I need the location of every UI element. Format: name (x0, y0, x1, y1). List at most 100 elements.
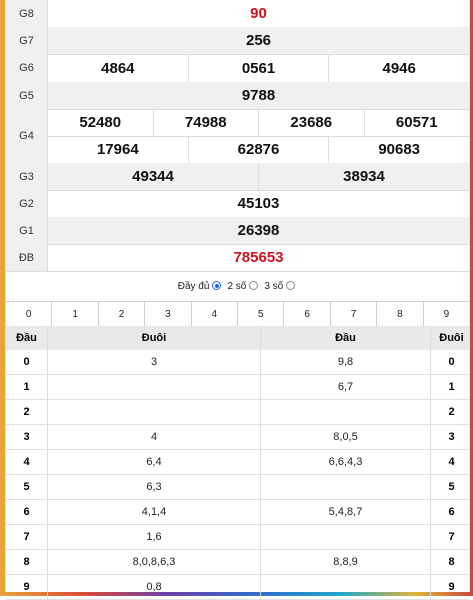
prize-number: 26398 (237, 222, 280, 239)
prize-number-line: 17964 62876 90683 (48, 135, 469, 163)
prize-number: 17964 (96, 141, 139, 159)
digit-filter-9[interactable]: 9 (422, 302, 469, 326)
digit-filter-2[interactable]: 2 (97, 302, 144, 326)
prize-number: 256 (245, 32, 272, 49)
header-duoi-right: Đuôi (430, 326, 472, 350)
row-duoi-right: 1 (430, 375, 472, 399)
prize-label: G2 (6, 190, 48, 217)
loto-row: 4 6,4 6,6,4,3 4 (6, 450, 469, 475)
prize-row: G8 90 (6, 0, 469, 28)
prize-row: G3 49344 38934 (6, 163, 469, 191)
digit-filter-1[interactable]: 1 (51, 302, 97, 326)
prize-number: 4864 (101, 59, 135, 77)
row-duoi-right: 2 (430, 400, 472, 424)
row-dau-left: 0 (23, 356, 30, 368)
row-dau-left: 3 (23, 431, 30, 443)
loto-row: 9 0,8 9 (6, 575, 469, 600)
option-three-digit-label: 3 số (264, 280, 284, 292)
digit-filter-4[interactable]: 4 (190, 302, 237, 326)
loto-rows: 0 3 9,8 0 1 6,7 1 2 2 3 4 8,0,5 3 4 6,4 6,6,4,3 4 5 6,3 5 6 4… (6, 350, 469, 600)
row-dau-left: 6 (23, 506, 30, 518)
row-dau-values: 5,4,8,7 (260, 500, 430, 524)
prize-number-line: 49344 38934 (48, 163, 469, 190)
digit-filter-0[interactable]: 0 (25, 308, 32, 320)
prize-number-line: 9788 (48, 82, 469, 109)
row-dau-values: 6,7 (260, 375, 430, 399)
row-duoi-values: 8,0,8,6,3 (47, 550, 260, 574)
prize-row: G7 256 (6, 27, 469, 55)
prize-number: 62876 (187, 136, 329, 163)
loto-row: 0 3 9,8 0 (6, 350, 469, 375)
prize-number: 9788 (241, 87, 276, 104)
prize-numbers: 90 (48, 0, 469, 27)
prize-numbers: 49344 38934 (48, 163, 469, 190)
prize-row: G4 52480 74988 23686 60571 17964 62876 90683 (6, 109, 469, 164)
row-duoi-right: 5 (430, 475, 472, 499)
prize-numbers: 4864 0561 4946 (48, 54, 469, 82)
prize-numbers: 256 (48, 27, 469, 54)
prize-number: 60571 (363, 109, 470, 136)
prize-number-line: 785653 (48, 244, 469, 271)
prize-numbers: 9788 (48, 82, 469, 109)
prize-number: 90 (250, 5, 267, 22)
row-duoi-right: 0 (430, 350, 472, 374)
header-dau-right: Đầu (260, 326, 430, 350)
radio-icon[interactable] (249, 281, 259, 291)
prize-label: G5 (6, 82, 48, 109)
loto-row: 6 4,1,4 5,4,8,7 6 (6, 500, 469, 525)
prize-row: G5 9788 (6, 82, 469, 110)
digit-filter-8[interactable]: 8 (376, 302, 422, 326)
row-dau-values: 6,6,4,3 (260, 450, 430, 474)
row-dau-left: 7 (23, 531, 30, 543)
prize-number: 0561 (187, 54, 329, 82)
row-dau-left: 2 (23, 406, 30, 418)
option-two-digit[interactable]: 2 số (227, 281, 260, 292)
prize-number: 4946 (328, 54, 469, 82)
prize-label: ĐB (6, 244, 48, 271)
loto-row: 8 8,0,8,6,3 8,8,9 8 (6, 550, 469, 575)
header-dau-left: Đầu (16, 332, 37, 344)
prize-row: G2 45103 (6, 190, 469, 218)
row-duoi-values: 6,4 (47, 450, 260, 474)
prize-number-line: 45103 (48, 190, 469, 217)
prize-label: G3 (6, 163, 48, 190)
loto-table: Đầu Đuôi Đầu Đuôi 0 3 9,8 0 1 6,7 1 2 2 3 4 8,0,5 3 4… (6, 326, 469, 600)
prize-numbers: 26398 (48, 217, 469, 244)
row-duoi-values: 4,1,4 (47, 500, 260, 524)
prize-label: G7 (6, 27, 48, 54)
loto-row: 3 4 8,0,5 3 (6, 425, 469, 450)
prize-label: G1 (6, 217, 48, 244)
prize-label: G6 (6, 54, 48, 82)
row-dau-left: 9 (23, 581, 30, 593)
loto-row: 7 1,6 7 (6, 525, 469, 550)
option-two-digit-label: 2 số (227, 280, 247, 292)
option-full[interactable]: Đầy đủ (178, 281, 224, 292)
row-duoi-values: 1,6 (47, 525, 260, 549)
row-dau-values: 8,0,5 (260, 425, 430, 449)
prize-number: 38934 (258, 163, 469, 190)
prize-number: 52480 (79, 113, 122, 131)
loto-header-row: Đầu Đuôi Đầu Đuôi (6, 326, 469, 350)
prize-numbers: 52480 74988 23686 60571 17964 62876 90683 (48, 109, 469, 163)
radio-icon[interactable] (286, 281, 296, 291)
option-three-digit[interactable]: 3 số (264, 281, 297, 292)
display-options: Đầy đủ 2 số 3 số (6, 273, 469, 299)
row-dau-values: 8,8,9 (260, 550, 430, 574)
row-duoi-values (47, 375, 260, 399)
prize-row: G6 4864 0561 4946 (6, 54, 469, 83)
digit-filter-5[interactable]: 5 (237, 302, 283, 326)
prize-number-line: 90 (48, 0, 469, 27)
option-full-label: Đầy đủ (177, 280, 210, 292)
digit-filter-3[interactable]: 3 (144, 302, 190, 326)
row-dau-left: 1 (23, 381, 30, 393)
digit-filter-6[interactable]: 6 (283, 302, 329, 326)
row-duoi-values: 4 (47, 425, 260, 449)
radio-selected-icon[interactable] (212, 281, 222, 291)
prize-number-line: 4864 0561 4946 (48, 54, 469, 82)
row-duoi-values: 6,3 (47, 475, 260, 499)
row-duoi-values (47, 400, 260, 424)
digit-filter-7[interactable]: 7 (329, 302, 376, 326)
row-duoi-right: 6 (430, 500, 472, 524)
